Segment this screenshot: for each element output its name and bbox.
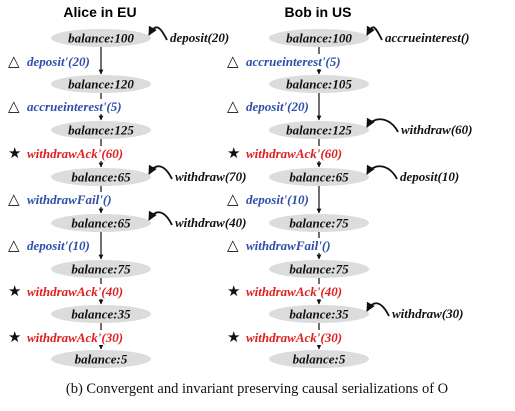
label-backing — [26, 146, 125, 161]
bob-operation-label: deposit'(10) — [246, 192, 309, 207]
triangle-icon: △ — [8, 236, 20, 254]
star-icon: ★ — [8, 282, 21, 300]
bob-operation-label: withdrawAck'(30) — [246, 330, 342, 345]
bob-operation-label: accrueinterest'(5) — [246, 54, 341, 69]
alice-balance-node — [51, 305, 151, 323]
bob-external-op-arrow — [366, 25, 383, 41]
star-icon: ★ — [227, 328, 240, 346]
alice-balance-node — [51, 29, 151, 47]
alice-column-title: Alice in EU — [63, 4, 136, 20]
alice-balance-label: balance:65 — [71, 170, 131, 185]
bob-balance-node — [269, 75, 369, 93]
alice-balance-label: balance:125 — [68, 123, 134, 138]
bob-balance-label: balance:75 — [289, 216, 349, 231]
alice-external-op-label: deposit(20) — [170, 30, 229, 45]
bob-balance-label: balance:105 — [286, 77, 352, 92]
label-backing — [245, 284, 344, 299]
bob-balance-label: balance:5 — [293, 352, 346, 367]
alice-balance-label: balance:75 — [71, 262, 131, 277]
bob-external-op-label: accrueinterest() — [385, 30, 469, 45]
bob-external-op-label: withdraw(30) — [392, 306, 464, 321]
bob-operation-label: withdrawAck'(40) — [246, 284, 342, 299]
alice-balance-label: balance:120 — [68, 77, 134, 92]
triangle-icon: △ — [227, 97, 239, 115]
bob-balance-node — [269, 260, 369, 278]
bob-operation-label: withdrawFail'() — [246, 238, 331, 253]
triangle-icon: △ — [8, 190, 20, 208]
bob-balance-node — [269, 305, 369, 323]
label-backing — [245, 146, 344, 161]
star-icon: ★ — [227, 144, 240, 162]
bob-external-op-arrow — [366, 301, 390, 317]
label-backing — [245, 99, 310, 114]
alice-balance-node — [51, 350, 151, 368]
label-backing — [26, 192, 113, 207]
triangle-icon: △ — [8, 97, 20, 115]
bob-balance-label: balance:75 — [289, 262, 349, 277]
alice-operation-label: withdrawAck'(30) — [27, 330, 123, 345]
bob-column: balance:100 balance:105 balance:125 balance… — [227, 25, 473, 368]
label-backing — [245, 238, 332, 253]
bob-balance-label: balance:35 — [289, 307, 349, 322]
star-icon: ★ — [8, 328, 21, 346]
bob-balance-node — [269, 168, 369, 186]
alice-balance-node — [51, 121, 151, 139]
alice-balance-node — [51, 260, 151, 278]
triangle-icon: △ — [8, 52, 20, 70]
alice-balance-label: balance:5 — [75, 352, 128, 367]
alice-external-op-label: withdraw(40) — [175, 215, 247, 230]
bob-operation-label: withdrawAck'(60) — [246, 146, 342, 161]
alice-operation-label: withdrawFail'() — [27, 192, 112, 207]
alice-operation-label: deposit'(10) — [27, 238, 90, 253]
alice-balance-label: balance:65 — [71, 216, 131, 231]
bob-balance-label: balance:125 — [286, 123, 352, 138]
label-backing — [26, 284, 125, 299]
label-backing — [26, 99, 123, 114]
bob-column-title: Bob in US — [285, 4, 352, 20]
bob-balance-node — [269, 121, 369, 139]
alice-balance-label: balance:100 — [68, 31, 134, 46]
star-icon: ★ — [227, 282, 240, 300]
bob-balance-label: balance:65 — [289, 170, 349, 185]
bob-balance-node — [269, 29, 369, 47]
bob-external-op-arrow — [366, 164, 398, 180]
label-backing — [26, 54, 91, 69]
alice-external-op-arrow — [148, 164, 173, 180]
alice-balance-node — [51, 168, 151, 186]
bob-external-op-label: deposit(10) — [400, 169, 459, 184]
alice-external-op-label: withdraw(70) — [175, 169, 247, 184]
star-icon: ★ — [8, 144, 21, 162]
figure-caption: (b) Convergent and invariant preserving … — [66, 381, 448, 397]
alice-balance-label: balance:35 — [71, 307, 131, 322]
bob-operation-label: deposit'(20) — [246, 99, 309, 114]
label-backing — [245, 54, 342, 69]
alice-external-op-arrow — [148, 210, 173, 226]
bob-external-op-label: withdraw(60) — [401, 122, 473, 137]
alice-operation-label: withdrawAck'(60) — [27, 146, 123, 161]
alice-operation-label: withdrawAck'(40) — [27, 284, 123, 299]
alice-balance-node — [51, 214, 151, 232]
bob-external-op-arrow — [366, 117, 399, 133]
bob-balance-node — [269, 214, 369, 232]
triangle-icon: △ — [227, 52, 239, 70]
alice-balance-node — [51, 75, 151, 93]
label-backing — [26, 238, 91, 253]
bob-balance-node — [269, 350, 369, 368]
alice-column: balance:100 balance:120 balance:125 balance… — [8, 25, 247, 368]
alice-operation-label: accrueinterest'(5) — [27, 99, 122, 114]
triangle-icon: △ — [227, 190, 239, 208]
alice-external-op-arrow — [148, 25, 168, 41]
label-backing — [245, 330, 344, 345]
alice-operation-label: deposit'(20) — [27, 54, 90, 69]
bob-balance-label: balance:100 — [286, 31, 352, 46]
triangle-icon: △ — [227, 236, 239, 254]
label-backing — [26, 330, 125, 345]
label-backing — [245, 192, 310, 207]
